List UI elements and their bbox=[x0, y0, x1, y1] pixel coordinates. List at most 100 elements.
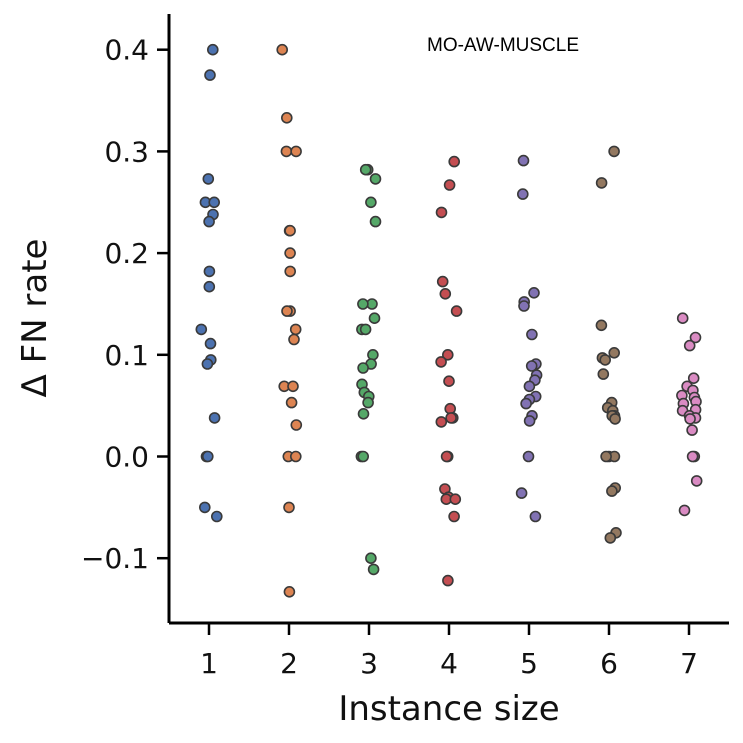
data-point bbox=[449, 493, 462, 506]
x-ticks: 1 2 3 4 5 6 7 bbox=[200, 623, 698, 680]
data-point bbox=[195, 323, 208, 336]
data-point bbox=[690, 475, 703, 487]
data-point bbox=[289, 450, 302, 463]
data-point bbox=[687, 372, 700, 385]
x-tick-label: 7 bbox=[680, 647, 698, 680]
data-point bbox=[450, 305, 463, 317]
data-point bbox=[523, 415, 536, 427]
y-tick-label: 0.1 bbox=[104, 339, 149, 372]
data-point bbox=[522, 450, 535, 463]
data-point bbox=[207, 43, 219, 56]
x-tick-label: 5 bbox=[520, 647, 538, 680]
data-point bbox=[208, 196, 220, 209]
data-point bbox=[203, 280, 216, 293]
data-point bbox=[606, 485, 618, 497]
x-axis-label: Instance size bbox=[338, 689, 559, 729]
data-point bbox=[686, 450, 699, 463]
x-tick-label: 1 bbox=[200, 647, 218, 680]
data-point bbox=[289, 323, 302, 336]
data-point bbox=[368, 312, 381, 325]
data-point bbox=[202, 173, 215, 185]
data-point bbox=[684, 413, 696, 425]
data-point bbox=[517, 154, 530, 167]
data-point bbox=[442, 574, 454, 587]
data-point bbox=[436, 275, 449, 288]
data-point bbox=[287, 380, 299, 393]
data-point bbox=[283, 585, 296, 598]
data-point bbox=[362, 396, 374, 409]
data-point bbox=[445, 412, 457, 424]
data-point bbox=[357, 298, 369, 310]
data-point bbox=[516, 188, 529, 200]
data-point bbox=[518, 300, 530, 312]
y-tick-label: 0.2 bbox=[104, 237, 149, 270]
data-point bbox=[515, 487, 528, 499]
data-point bbox=[448, 510, 460, 523]
data-point bbox=[443, 179, 456, 191]
data-point bbox=[365, 552, 377, 565]
y-tick-label: −0.1 bbox=[81, 542, 149, 575]
data-point bbox=[369, 215, 382, 228]
data-point bbox=[359, 323, 372, 336]
data-point bbox=[448, 155, 461, 168]
data-point bbox=[440, 450, 453, 463]
data-point bbox=[595, 319, 608, 332]
data-point bbox=[435, 206, 448, 219]
data-point bbox=[284, 247, 296, 259]
data-point bbox=[357, 450, 370, 463]
data-point bbox=[365, 196, 377, 209]
data-point bbox=[369, 173, 382, 185]
chart-annotation: MO-AW-MUSCLE bbox=[427, 35, 579, 56]
data-point bbox=[686, 424, 698, 436]
data-point bbox=[609, 413, 621, 425]
data-point bbox=[203, 265, 216, 278]
data-point bbox=[597, 368, 610, 380]
data-point bbox=[290, 145, 302, 158]
data-point bbox=[276, 43, 289, 56]
data-point bbox=[208, 412, 221, 424]
data-point bbox=[439, 287, 452, 300]
data-point bbox=[435, 356, 447, 368]
data-point bbox=[367, 563, 380, 576]
data-point bbox=[357, 362, 369, 374]
data-point bbox=[357, 407, 370, 420]
y-ticks: −0.1 0.0 0.1 0.2 0.3 0.4 bbox=[81, 34, 169, 575]
data-point bbox=[676, 312, 689, 325]
x-tick-label: 6 bbox=[600, 647, 618, 680]
y-tick-label: 0.0 bbox=[104, 441, 149, 474]
y-axis-label: Δ FN rate bbox=[15, 239, 55, 398]
data-point bbox=[525, 360, 538, 372]
data-point bbox=[520, 397, 532, 410]
data-point bbox=[284, 265, 297, 278]
data-point bbox=[280, 145, 293, 158]
data-point bbox=[280, 112, 293, 124]
data-point bbox=[600, 450, 612, 463]
data-point bbox=[202, 450, 214, 463]
data-point bbox=[359, 163, 372, 176]
data-point bbox=[608, 346, 621, 359]
data-point bbox=[599, 354, 612, 366]
axes bbox=[167, 14, 729, 625]
data-point bbox=[529, 510, 542, 523]
data-point bbox=[204, 69, 216, 81]
data-point bbox=[290, 419, 303, 431]
data-point bbox=[441, 348, 454, 361]
data-point bbox=[281, 305, 293, 317]
data-point bbox=[528, 286, 540, 299]
x-tick-label: 2 bbox=[280, 647, 298, 680]
data-point bbox=[285, 396, 298, 409]
y-tick-label: 0.4 bbox=[104, 34, 149, 67]
data-point bbox=[678, 504, 691, 517]
data-point bbox=[595, 177, 608, 189]
data-point bbox=[683, 339, 696, 352]
data-point bbox=[288, 333, 300, 346]
data-point bbox=[211, 510, 223, 523]
y-tick-label: 0.3 bbox=[104, 135, 149, 168]
data-point bbox=[284, 224, 296, 237]
x-tick-label: 4 bbox=[440, 647, 458, 680]
data-point bbox=[689, 331, 702, 344]
data-point bbox=[367, 348, 379, 361]
data-point bbox=[283, 501, 295, 514]
x-tick-label: 3 bbox=[360, 647, 378, 680]
